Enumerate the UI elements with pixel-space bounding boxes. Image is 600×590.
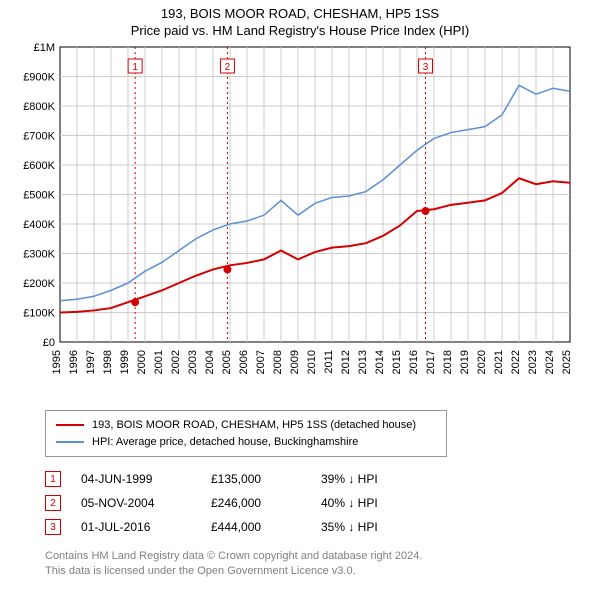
svg-text:2006: 2006 <box>238 350 250 374</box>
svg-text:2008: 2008 <box>272 350 284 374</box>
svg-text:£0: £0 <box>43 337 55 349</box>
svg-text:2009: 2009 <box>289 350 301 374</box>
svg-text:2019: 2019 <box>459 350 471 374</box>
svg-text:2024: 2024 <box>544 350 556 374</box>
svg-text:£1M: £1M <box>34 42 55 54</box>
footer: Contains HM Land Registry data © Crown c… <box>45 549 600 588</box>
svg-text:£400K: £400K <box>23 219 55 231</box>
transaction-row: 2 05-NOV-2004 £246,000 40% ↓ HPI <box>45 491 600 515</box>
svg-text:3: 3 <box>423 62 429 73</box>
legend-label: 193, BOIS MOOR ROAD, CHESHAM, HP5 1SS (d… <box>92 417 416 434</box>
title-block: 193, BOIS MOOR ROAD, CHESHAM, HP5 1SS Pr… <box>0 0 600 42</box>
transaction-marker: 3 <box>45 519 61 535</box>
svg-text:2015: 2015 <box>391 350 403 374</box>
svg-text:2002: 2002 <box>170 350 182 374</box>
svg-text:£700K: £700K <box>23 131 55 143</box>
svg-text:2017: 2017 <box>425 350 437 374</box>
svg-text:2022: 2022 <box>510 350 522 374</box>
transaction-pct: 39% ↓ HPI <box>321 472 431 486</box>
svg-text:2012: 2012 <box>340 350 352 374</box>
legend-label: HPI: Average price, detached house, Buck… <box>92 434 358 451</box>
legend-swatch <box>56 424 84 426</box>
transaction-pct: 40% ↓ HPI <box>321 496 431 510</box>
footer-line: This data is licensed under the Open Gov… <box>45 564 600 579</box>
title-subtitle: Price paid vs. HM Land Registry's House … <box>0 23 600 38</box>
svg-text:1: 1 <box>132 62 138 73</box>
svg-text:£600K: £600K <box>23 160 55 172</box>
transaction-marker: 2 <box>45 495 61 511</box>
svg-text:1995: 1995 <box>51 350 63 374</box>
transaction-list: 1 04-JUN-1999 £135,000 39% ↓ HPI 2 05-NO… <box>45 467 600 539</box>
transaction-date: 04-JUN-1999 <box>81 472 211 486</box>
transaction-pct: 35% ↓ HPI <box>321 520 431 534</box>
svg-text:£200K: £200K <box>23 278 55 290</box>
transaction-price: £135,000 <box>211 472 321 486</box>
chart: £0 £100K £200K £300K £400K £500K £600K £700K £80… <box>15 42 575 402</box>
svg-text:2000: 2000 <box>136 350 148 374</box>
transaction-price: £444,000 <box>211 520 321 534</box>
legend-swatch <box>56 441 84 443</box>
svg-text:2013: 2013 <box>357 350 369 374</box>
chart-svg: £0 £100K £200K £300K £400K £500K £600K £700K £80… <box>15 42 575 402</box>
svg-text:1998: 1998 <box>102 350 114 374</box>
svg-text:2025: 2025 <box>561 350 573 374</box>
svg-text:2001: 2001 <box>153 350 165 374</box>
svg-text:2007: 2007 <box>255 350 267 374</box>
svg-text:2021: 2021 <box>493 350 505 374</box>
title-address: 193, BOIS MOOR ROAD, CHESHAM, HP5 1SS <box>0 6 600 21</box>
svg-text:£100K: £100K <box>23 308 55 320</box>
svg-text:2011: 2011 <box>323 350 335 374</box>
transaction-date: 01-JUL-2016 <box>81 520 211 534</box>
transaction-row: 3 01-JUL-2016 £444,000 35% ↓ HPI <box>45 515 600 539</box>
svg-text:£900K: £900K <box>23 72 55 84</box>
legend-row: HPI: Average price, detached house, Buck… <box>56 434 436 451</box>
svg-text:2004: 2004 <box>204 350 216 374</box>
svg-text:2016: 2016 <box>408 350 420 374</box>
transaction-row: 1 04-JUN-1999 £135,000 39% ↓ HPI <box>45 467 600 491</box>
svg-text:£500K: £500K <box>23 190 55 202</box>
transaction-price: £246,000 <box>211 496 321 510</box>
svg-text:1999: 1999 <box>119 350 131 374</box>
svg-text:2003: 2003 <box>187 350 199 374</box>
chart-container: 193, BOIS MOOR ROAD, CHESHAM, HP5 1SS Pr… <box>0 0 600 588</box>
transaction-date: 05-NOV-2004 <box>81 496 211 510</box>
legend-row: 193, BOIS MOOR ROAD, CHESHAM, HP5 1SS (d… <box>56 417 436 434</box>
svg-text:2020: 2020 <box>476 350 488 374</box>
svg-text:2018: 2018 <box>442 350 454 374</box>
svg-text:1997: 1997 <box>85 350 97 374</box>
svg-text:2023: 2023 <box>527 350 539 374</box>
svg-text:£800K: £800K <box>23 101 55 113</box>
svg-text:2014: 2014 <box>374 350 386 374</box>
svg-text:£300K: £300K <box>23 249 55 261</box>
svg-text:2005: 2005 <box>221 350 233 374</box>
footer-line: Contains HM Land Registry data © Crown c… <box>45 549 600 564</box>
transaction-marker: 1 <box>45 471 61 487</box>
svg-text:2010: 2010 <box>306 350 318 374</box>
svg-text:1996: 1996 <box>68 350 80 374</box>
legend: 193, BOIS MOOR ROAD, CHESHAM, HP5 1SS (d… <box>45 410 447 457</box>
svg-text:2: 2 <box>225 62 231 73</box>
